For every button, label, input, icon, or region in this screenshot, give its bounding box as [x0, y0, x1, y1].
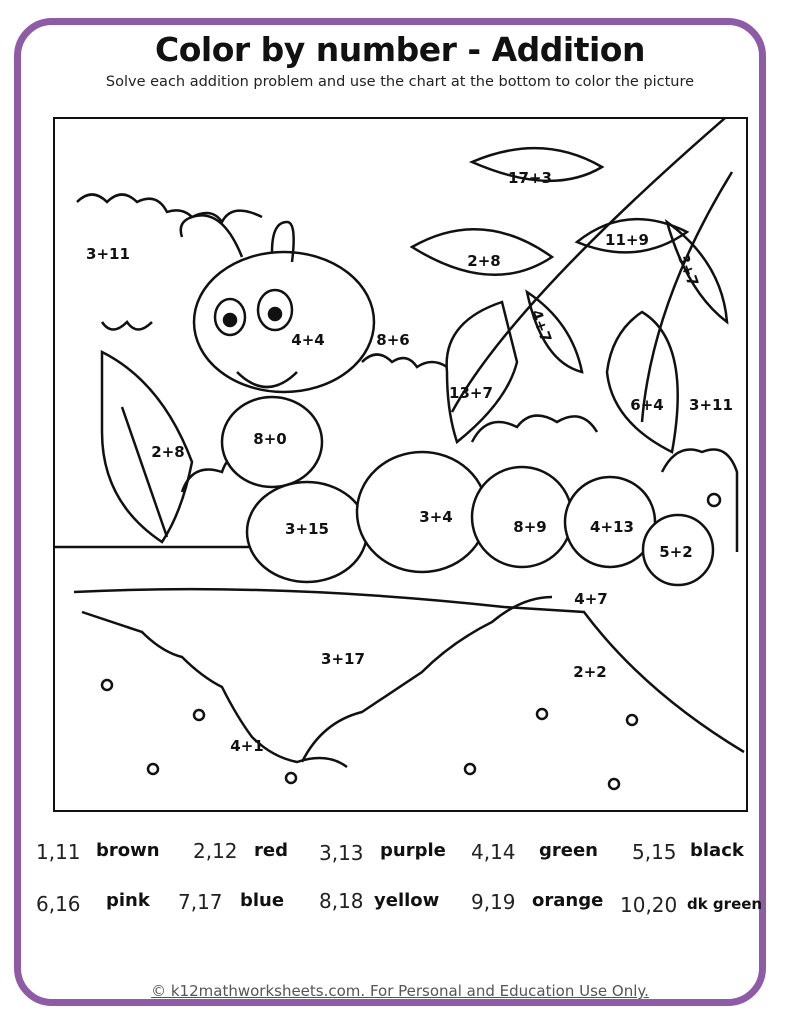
key-numbers: 5,15 — [632, 840, 677, 864]
key-color: pink — [106, 890, 150, 911]
problem-label: 8+6 — [376, 331, 410, 349]
problem-label: 4+7 — [574, 590, 608, 608]
key-numbers: 4,14 — [471, 840, 516, 864]
bush-outline — [361, 353, 448, 369]
stem — [450, 119, 726, 413]
key-color: purple — [380, 840, 446, 861]
key-numbers: 7,17 — [178, 890, 223, 914]
leaf-outline — [574, 217, 690, 254]
key-numbers: 6,16 — [36, 892, 81, 916]
problem-label: 4+13 — [590, 518, 634, 536]
body-segment — [470, 465, 574, 569]
key-color: blue — [240, 890, 285, 911]
problem-label: 4+1 — [230, 737, 264, 755]
key-color: black — [690, 840, 744, 861]
problem-label: 6+4 — [630, 396, 664, 414]
problem-label: 5+2 — [659, 543, 693, 561]
problem-label: 8+9 — [513, 518, 547, 536]
problem-label: 2+8 — [467, 252, 501, 270]
instructions: Solve each addition problem and use the … — [105, 74, 695, 90]
problem-label: 13+7 — [449, 384, 493, 402]
key-numbers: 8,18 — [319, 889, 364, 913]
problem-label: 8+0 — [253, 430, 287, 448]
problem-label: 3+11 — [86, 245, 130, 263]
leaf-outline — [664, 218, 729, 325]
leaf-outline — [525, 289, 584, 374]
branch-outline — [73, 587, 745, 754]
stem — [640, 171, 734, 423]
bush-outline — [470, 414, 599, 443]
key-color: red — [254, 840, 288, 861]
key-color: green — [539, 840, 598, 861]
problem-label: 3+17 — [321, 650, 365, 668]
key-numbers: 2,12 — [193, 839, 238, 863]
page-title: Color by number - Addition — [155, 30, 645, 69]
problem-label: 11+9 — [605, 231, 649, 249]
leaf-outline — [100, 349, 194, 544]
caterpillar-drawing — [55, 119, 745, 791]
caterpillar-head — [192, 250, 376, 394]
leaf-outline — [409, 227, 555, 277]
key-numbers: 3,13 — [319, 841, 364, 865]
mouth — [236, 371, 298, 389]
bush-outline — [300, 595, 553, 763]
footer-link[interactable]: © k12mathworksheets.com. For Personal an… — [151, 982, 649, 1000]
key-color: dk green — [687, 895, 763, 913]
problem-label: 3+11 — [689, 396, 733, 414]
leaf-outline — [445, 300, 519, 445]
problem-label: 2+2 — [573, 663, 607, 681]
problem-label: 2+8 — [151, 443, 185, 461]
bush-outline — [660, 448, 739, 552]
leaf-outline — [468, 147, 605, 182]
key-numbers: 10,20 — [620, 893, 678, 917]
problem-label: 4+4 — [291, 331, 325, 349]
antenna — [179, 214, 244, 258]
bush-outline — [76, 193, 263, 225]
body-segment — [220, 395, 324, 489]
key-color: yellow — [374, 890, 440, 911]
bush-outline — [81, 610, 348, 769]
key-numbers: 1,11 — [36, 840, 81, 864]
body-segment — [641, 513, 715, 587]
page-frame — [14, 18, 766, 1006]
leaf-outline — [605, 310, 679, 454]
antenna — [270, 220, 295, 263]
key-numbers: 9,19 — [471, 890, 516, 914]
problem-label: 3+15 — [285, 520, 329, 538]
problem-label: 3+4 — [419, 508, 453, 526]
key-color: orange — [532, 890, 604, 911]
problem-label: 17+3 — [508, 169, 552, 187]
leaf-vein — [120, 406, 169, 538]
key-color: brown — [96, 840, 160, 861]
coloring-picture — [53, 117, 748, 812]
bush-outline — [100, 320, 153, 331]
